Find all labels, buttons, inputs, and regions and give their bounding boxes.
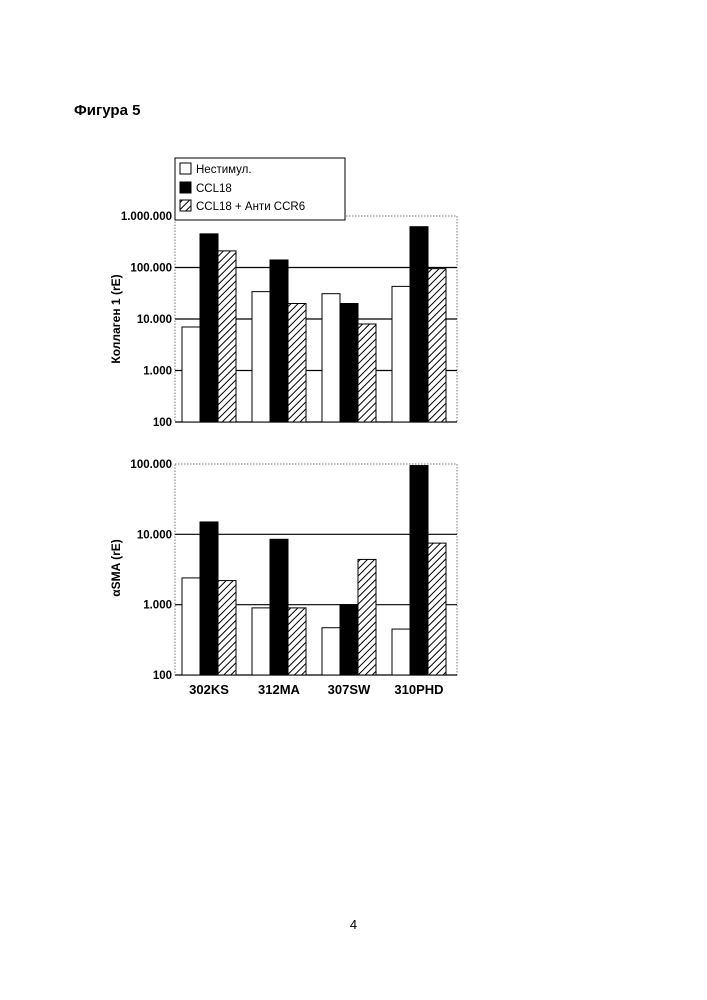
collagen-bar-307sw-s1	[322, 294, 340, 422]
asma-bar-302ks-s3	[218, 581, 236, 675]
asma-y-axis-label: αSMA (rE)	[109, 539, 123, 597]
collagen-y-tick-label: 1.000	[143, 366, 172, 378]
collagen-bar-312ma-s2	[270, 260, 288, 422]
asma-chart: 100 1.000 10.000 100.000 302KS 312MA 307SW 310…	[109, 459, 457, 697]
collagen-bar-302ks-s1	[182, 327, 200, 422]
legend-item-ccl18: CCL18	[180, 182, 232, 195]
legend-label-ccl18-anti-ccr6: CCL18 + Анти CCR6	[196, 201, 305, 213]
legend-label-ccl18: CCL18	[196, 183, 232, 195]
collagen-bar-302ks-s3	[218, 251, 236, 422]
collagen-bar-307sw-s2	[340, 303, 358, 422]
asma-category-label: 302KS	[189, 682, 229, 697]
collagen-bar-307sw-s3	[358, 324, 376, 422]
collagen-y-tick-label: 100	[153, 417, 172, 429]
legend: Нестимул. CCL18 CCL18 + Анти CCR6	[175, 158, 345, 220]
collagen-bar-312ma-s1	[252, 292, 270, 422]
asma-bar-307sw-s3	[358, 559, 376, 675]
collagen-bar-310phd-s1	[392, 286, 410, 422]
asma-bar-302ks-s2	[200, 522, 218, 675]
asma-bar-312ma-s3	[288, 608, 306, 675]
asma-y-tick-label: 100	[153, 670, 172, 682]
collagen-chart: 100 1.000 10.000 100.000 1.000.000 Коллаген …	[109, 211, 457, 429]
asma-category-label: 310PHD	[394, 682, 443, 697]
asma-bar-307sw-s2	[340, 605, 358, 675]
legend-item-unstimulated: Нестимул.	[180, 163, 252, 176]
asma-bar-302ks-s1	[182, 578, 200, 675]
collagen-bar-302ks-s2	[200, 234, 218, 422]
asma-bar-312ma-s1	[252, 608, 270, 675]
asma-bar-310phd-s3	[428, 543, 446, 675]
legend-swatch-ccl18	[180, 182, 191, 193]
asma-category-label: 312MA	[258, 682, 301, 697]
asma-bar-312ma-s2	[270, 539, 288, 675]
asma-y-tick-label: 1.000	[143, 600, 172, 612]
asma-category-label: 307SW	[328, 682, 371, 697]
collagen-y-tick-label: 1.000.000	[121, 211, 172, 223]
legend-label-unstimulated: Нестимул.	[196, 164, 252, 176]
collagen-bar-310phd-s2	[410, 227, 428, 422]
collagen-y-axis-label: Коллаген 1 (rE)	[109, 274, 123, 363]
page-number: 4	[0, 917, 707, 932]
legend-item-ccl18-anti-ccr6: CCL18 + Анти CCR6	[180, 200, 305, 213]
legend-swatch-unstimulated	[180, 163, 191, 174]
asma-bar-310phd-s2	[410, 466, 428, 675]
collagen-y-tick-label: 100.000	[130, 263, 172, 275]
collagen-bar-310phd-s3	[428, 269, 446, 422]
collagen-y-tick-label: 10.000	[137, 314, 172, 326]
collagen-bar-312ma-s3	[288, 303, 306, 422]
asma-y-tick-label: 100.000	[130, 459, 172, 471]
asma-y-tick-label: 10.000	[137, 529, 172, 541]
asma-bar-307sw-s1	[322, 628, 340, 675]
asma-bar-310phd-s1	[392, 629, 410, 675]
legend-swatch-ccl18-anti-ccr6	[180, 200, 191, 211]
